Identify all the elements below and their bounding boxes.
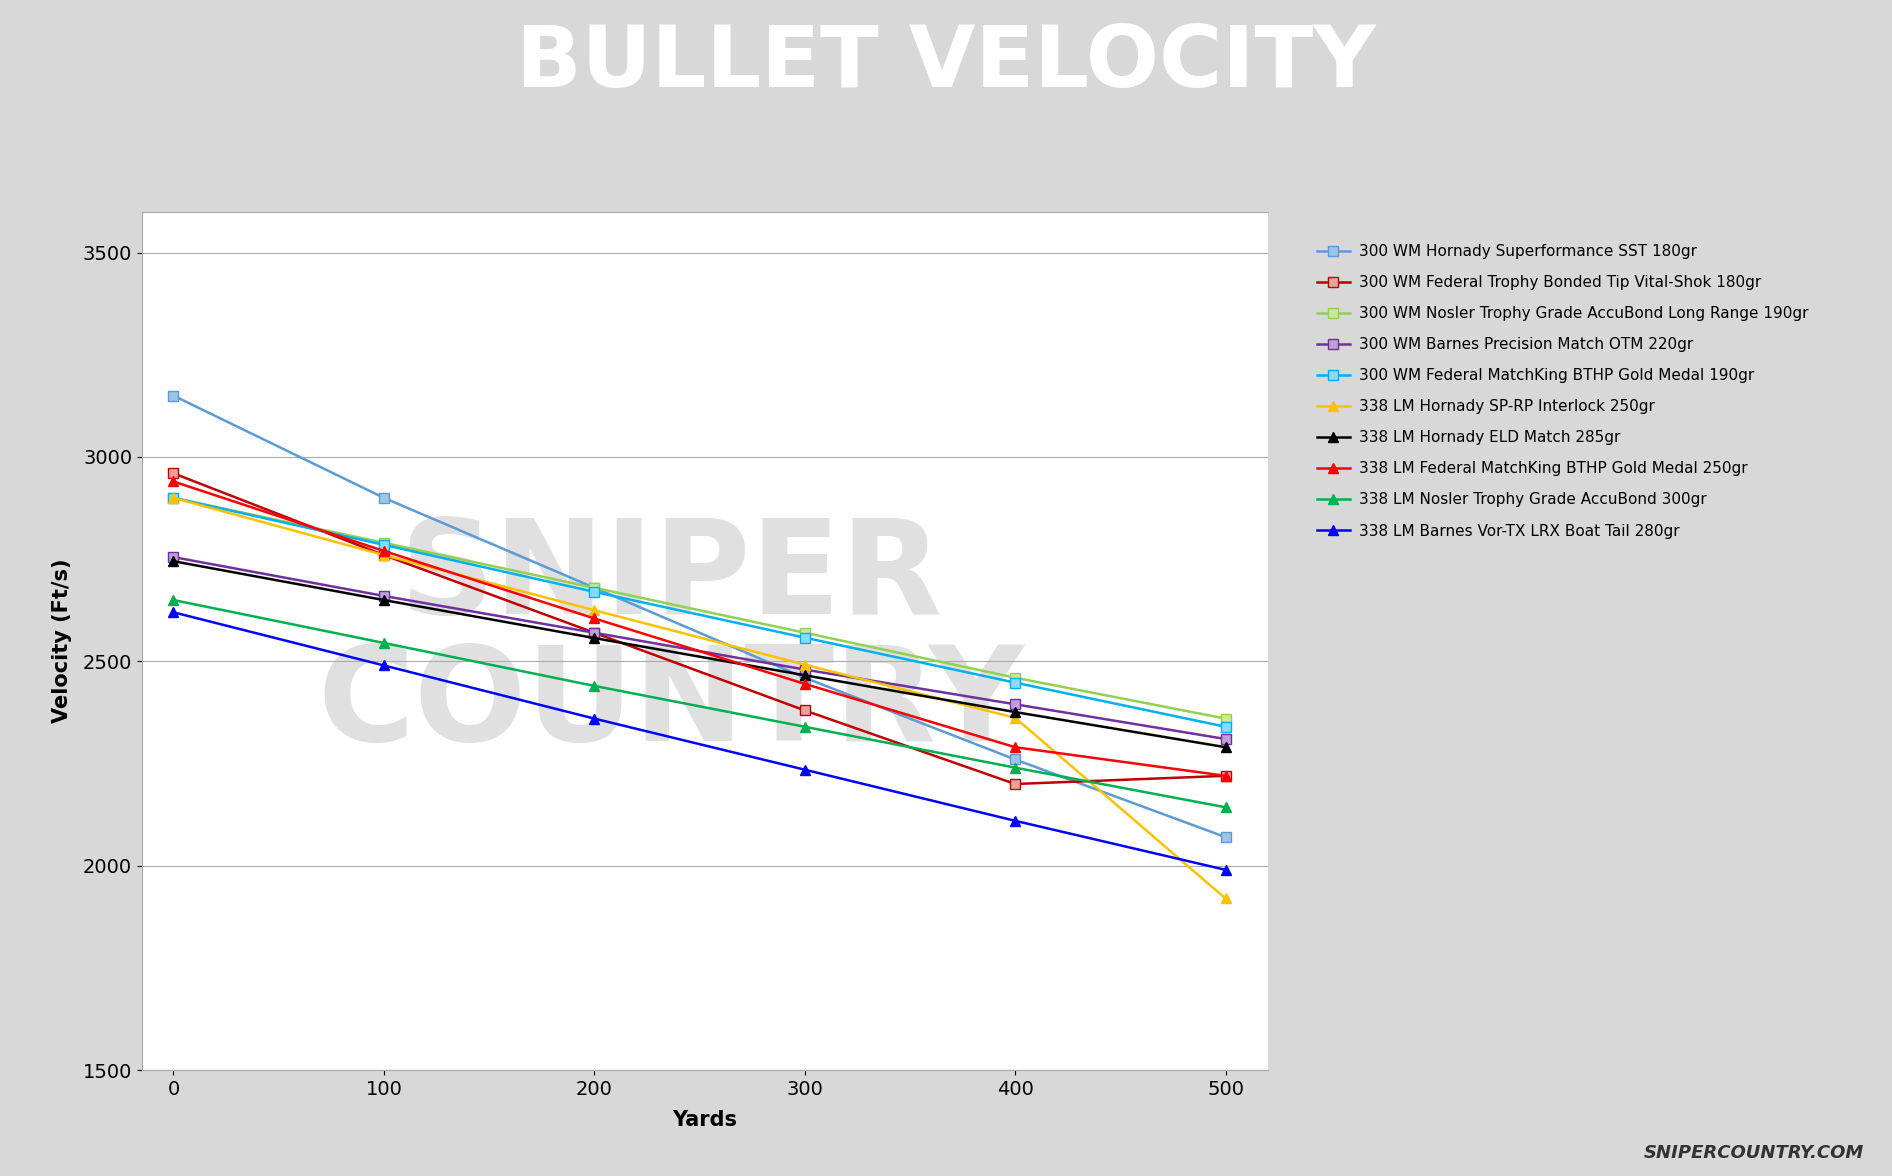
338 LM Hornady SP-RP Interlock 250gr (583, 603, 605, 617)
300 WM Nosler Trophy Grade AccuBond Long Range 190gr (163, 490, 185, 505)
338 LM Federal MatchKing BTHP Gold Medal 250gr (373, 544, 395, 559)
338 LM Hornady ELD Match 285gr (163, 554, 185, 568)
300 WM Nosler Trophy Grade AccuBond Long Range 190gr (583, 581, 605, 595)
338 LM Nosler Trophy Grade AccuBond 300gr (163, 593, 185, 607)
338 LM Barnes Vor-TX LRX Boat Tail 280gr (793, 763, 815, 777)
Line: 338 LM Barnes Vor-TX LRX Boat Tail 280gr: 338 LM Barnes Vor-TX LRX Boat Tail 280gr (168, 608, 1230, 875)
300 WM Nosler Trophy Grade AccuBond Long Range 190gr (373, 536, 395, 550)
300 WM Barnes Precision Match OTM 220gr (373, 589, 395, 603)
338 LM Hornady ELD Match 285gr (1005, 704, 1027, 719)
338 LM Hornady SP-RP Interlock 250gr (373, 548, 395, 562)
300 WM Federal MatchKing BTHP Gold Medal 190gr (793, 630, 815, 644)
Y-axis label: Velocity (Ft/s): Velocity (Ft/s) (51, 559, 72, 723)
338 LM Hornady SP-RP Interlock 250gr (1005, 710, 1027, 724)
338 LM Federal MatchKing BTHP Gold Medal 250gr (163, 474, 185, 488)
300 WM Federal MatchKing BTHP Gold Medal 190gr (1005, 675, 1027, 689)
300 WM Federal Trophy Bonded Tip Vital-Shok 180gr (163, 466, 185, 480)
338 LM Hornady ELD Match 285gr (373, 593, 395, 607)
300 WM Barnes Precision Match OTM 220gr (1005, 697, 1027, 711)
338 LM Barnes Vor-TX LRX Boat Tail 280gr (1005, 814, 1027, 828)
300 WM Barnes Precision Match OTM 220gr (583, 626, 605, 640)
338 LM Barnes Vor-TX LRX Boat Tail 280gr (583, 711, 605, 726)
338 LM Federal MatchKing BTHP Gold Medal 250gr (1005, 740, 1027, 754)
300 WM Federal MatchKing BTHP Gold Medal 190gr (583, 584, 605, 599)
338 LM Hornady SP-RP Interlock 250gr (793, 657, 815, 671)
300 WM Barnes Precision Match OTM 220gr (793, 662, 815, 676)
X-axis label: Yards: Yards (672, 1110, 738, 1130)
300 WM Federal Trophy Bonded Tip Vital-Shok 180gr (1215, 769, 1237, 783)
338 LM Barnes Vor-TX LRX Boat Tail 280gr (373, 659, 395, 673)
300 WM Hornady Superformance SST 180gr (1005, 753, 1027, 767)
Line: 300 WM Federal MatchKing BTHP Gold Medal 190gr: 300 WM Federal MatchKing BTHP Gold Medal… (168, 493, 1230, 731)
300 WM Hornady Superformance SST 180gr (163, 388, 185, 402)
338 LM Barnes Vor-TX LRX Boat Tail 280gr (163, 606, 185, 620)
Line: 338 LM Hornady SP-RP Interlock 250gr: 338 LM Hornady SP-RP Interlock 250gr (168, 493, 1230, 903)
338 LM Federal MatchKing BTHP Gold Medal 250gr (583, 612, 605, 626)
300 WM Hornady Superformance SST 180gr (373, 490, 395, 505)
338 LM Nosler Trophy Grade AccuBond 300gr (793, 720, 815, 734)
338 LM Barnes Vor-TX LRX Boat Tail 280gr (1215, 863, 1237, 877)
Line: 300 WM Hornady Superformance SST 180gr: 300 WM Hornady Superformance SST 180gr (168, 390, 1230, 842)
300 WM Federal MatchKing BTHP Gold Medal 190gr (373, 537, 395, 552)
300 WM Federal Trophy Bonded Tip Vital-Shok 180gr (373, 548, 395, 562)
300 WM Nosler Trophy Grade AccuBond Long Range 190gr (1005, 670, 1027, 684)
Text: SNIPERCOUNTRY.COM: SNIPERCOUNTRY.COM (1644, 1144, 1864, 1162)
338 LM Nosler Trophy Grade AccuBond 300gr (373, 636, 395, 650)
338 LM Federal MatchKing BTHP Gold Medal 250gr (1215, 769, 1237, 783)
300 WM Federal Trophy Bonded Tip Vital-Shok 180gr (583, 626, 605, 640)
Line: 338 LM Federal MatchKing BTHP Gold Medal 250gr: 338 LM Federal MatchKing BTHP Gold Medal… (168, 476, 1230, 781)
300 WM Hornady Superformance SST 180gr (793, 670, 815, 684)
300 WM Nosler Trophy Grade AccuBond Long Range 190gr (1215, 711, 1237, 726)
338 LM Nosler Trophy Grade AccuBond 300gr (1005, 761, 1027, 775)
Text: BULLET VELOCITY: BULLET VELOCITY (517, 22, 1375, 105)
300 WM Nosler Trophy Grade AccuBond Long Range 190gr (793, 626, 815, 640)
338 LM Federal MatchKing BTHP Gold Medal 250gr (793, 677, 815, 691)
338 LM Nosler Trophy Grade AccuBond 300gr (1215, 800, 1237, 814)
300 WM Federal MatchKing BTHP Gold Medal 190gr (163, 490, 185, 505)
300 WM Federal MatchKing BTHP Gold Medal 190gr (1215, 720, 1237, 734)
338 LM Hornady ELD Match 285gr (583, 632, 605, 646)
Legend: 300 WM Hornady Superformance SST 180gr, 300 WM Federal Trophy Bonded Tip Vital-S: 300 WM Hornady Superformance SST 180gr, … (1309, 236, 1816, 546)
300 WM Federal Trophy Bonded Tip Vital-Shok 180gr (793, 703, 815, 717)
338 LM Hornady SP-RP Interlock 250gr (1215, 891, 1237, 906)
300 WM Hornady Superformance SST 180gr (1215, 830, 1237, 844)
300 WM Hornady Superformance SST 180gr (583, 581, 605, 595)
Text: SNIPER
COUNTRY: SNIPER COUNTRY (318, 514, 1025, 768)
300 WM Barnes Precision Match OTM 220gr (1215, 731, 1237, 746)
Line: 300 WM Nosler Trophy Grade AccuBond Long Range 190gr: 300 WM Nosler Trophy Grade AccuBond Long… (168, 493, 1230, 723)
Line: 338 LM Hornady ELD Match 285gr: 338 LM Hornady ELD Match 285gr (168, 556, 1230, 753)
338 LM Nosler Trophy Grade AccuBond 300gr (583, 679, 605, 693)
300 WM Federal Trophy Bonded Tip Vital-Shok 180gr (1005, 777, 1027, 791)
Line: 338 LM Nosler Trophy Grade AccuBond 300gr: 338 LM Nosler Trophy Grade AccuBond 300g… (168, 595, 1230, 813)
338 LM Hornady SP-RP Interlock 250gr (163, 490, 185, 505)
338 LM Hornady ELD Match 285gr (1215, 740, 1237, 754)
Line: 300 WM Barnes Precision Match OTM 220gr: 300 WM Barnes Precision Match OTM 220gr (168, 553, 1230, 744)
300 WM Barnes Precision Match OTM 220gr (163, 550, 185, 564)
Line: 300 WM Federal Trophy Bonded Tip Vital-Shok 180gr: 300 WM Federal Trophy Bonded Tip Vital-S… (168, 468, 1230, 789)
338 LM Hornady ELD Match 285gr (793, 668, 815, 682)
